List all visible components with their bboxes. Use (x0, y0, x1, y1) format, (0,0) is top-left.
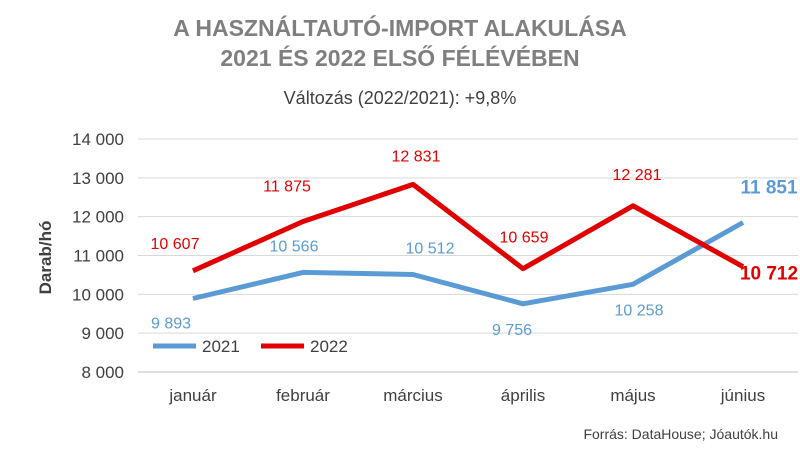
y-axis-label: Darab/hó (36, 221, 55, 295)
data-label: 9 893 (151, 315, 191, 332)
data-label: 9 756 (492, 322, 532, 339)
x-tick-label: február (276, 386, 330, 405)
data-label: 10 512 (406, 240, 455, 257)
data-label: 10 607 (151, 236, 200, 253)
data-label: 12 831 (392, 148, 441, 165)
chart-title-line-1: A HASZNÁLTAUTÓ-IMPORT ALAKULÁSA (173, 15, 627, 41)
y-tick-label: 10 000 (72, 285, 124, 304)
series-line-2022 (191, 181, 745, 274)
x-tick-label: április (501, 386, 545, 405)
x-tick-label: március (383, 386, 443, 405)
x-tick-label: január (168, 386, 217, 405)
y-tick-label: 11 000 (73, 247, 124, 266)
data-label: 10 566 (270, 238, 319, 255)
y-tick-label: 9 000 (81, 324, 124, 343)
y-tick-label: 12 000 (72, 208, 124, 227)
legend-label: 2022 (310, 337, 348, 356)
data-label: 12 281 (613, 167, 662, 184)
data-label: 11 851 (740, 177, 797, 198)
data-label: 11 875 (263, 179, 311, 196)
legend-label: 2021 (202, 337, 240, 356)
data-label: 10 258 (615, 302, 664, 319)
source-note: Forrás: DataHouse; Jóautók.hu (583, 426, 778, 442)
data-label: 10 712 (740, 264, 798, 285)
series-line-2021 (192, 220, 745, 307)
y-tick-label: 14 000 (72, 130, 124, 149)
chart-title-line-2: 2021 ÉS 2022 ELSŐ FÉLÉVÉBEN (220, 45, 580, 71)
y-tick-label: 13 000 (72, 169, 124, 188)
x-tick-label: május (610, 386, 655, 405)
data-label: 10 659 (500, 230, 549, 247)
chart-subtitle: Változás (2022/2021): +9,8% (283, 88, 517, 108)
y-tick-label: 8 000 (81, 363, 124, 382)
x-tick-label: június (720, 386, 765, 405)
